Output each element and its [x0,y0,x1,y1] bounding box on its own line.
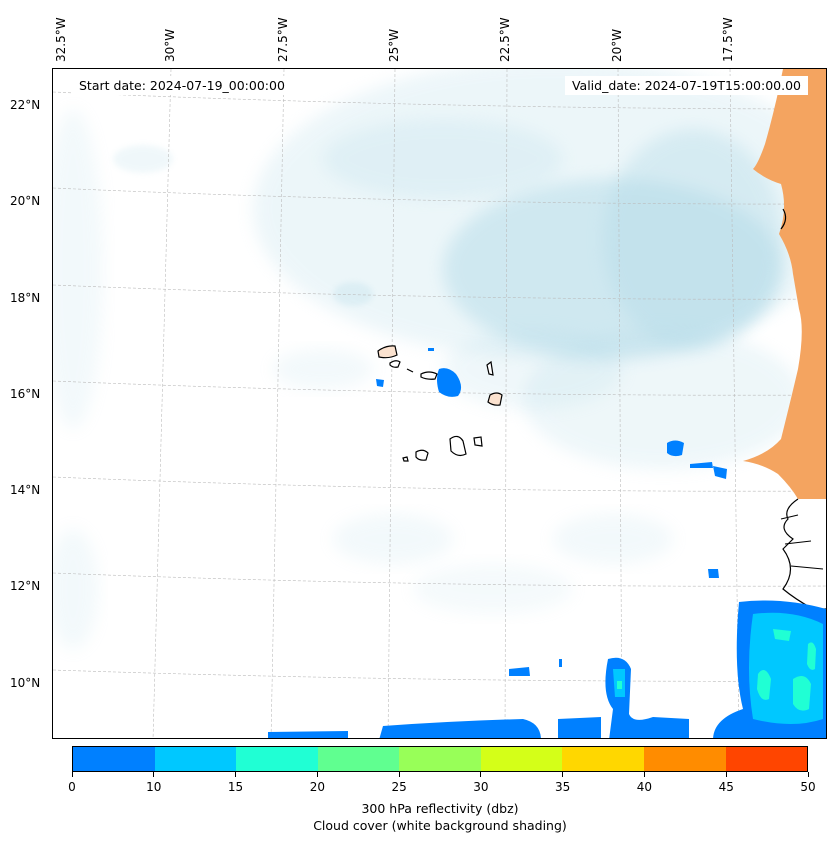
colorbar-title: 300 hPa reflectivity (dbz) [361,801,519,816]
colorbar-segment-2 [236,747,318,771]
lon-label-32.5W: 32.5°W [54,17,68,62]
colorbar-segment-1 [154,747,237,771]
colorbar-tick-mark [807,772,809,777]
map-frame [52,68,827,739]
colorbar-tick-label: 20 [309,780,325,794]
lat-label-16N: 16°N [10,387,41,401]
lat-label-14N: 14°N [10,483,41,497]
colorbar-segment-3 [317,747,400,771]
valid-date-label: Valid_date: 2024-07-19T15:00:00.00 [564,76,808,95]
map-canvas [53,69,826,738]
colorbar-segment-4 [399,747,481,771]
lat-label-20N: 20°N [10,194,41,208]
colorbar-segment-0 [73,747,155,771]
lat-label-10N: 10°N [10,676,41,690]
cloud-cover-shading [53,69,826,649]
lon-label-27.5W: 27.5°W [276,17,290,62]
colorbar-segment-7 [643,747,726,771]
colorbar-tick-mark [398,772,400,777]
lon-label-30W: 30°W [163,28,177,62]
colorbar-tick-label: 40 [636,780,653,794]
reflectivity-colorbar [72,746,808,772]
start-date-label: Start date: 2024-07-19_00:00:00 [72,76,292,95]
colorbar-tick-mark [480,772,482,777]
colorbar-segment-6 [562,747,644,771]
colorbar-tick-mark [71,772,73,777]
lat-label-18N: 18°N [10,291,41,305]
colorbar-tick-label: 30 [473,780,489,794]
colorbar-subtitle: Cloud cover (white background shading) [313,818,567,833]
reflectivity-cells [268,348,826,738]
colorbar-tick-label: 15 [227,780,244,794]
lat-label-22N: 22°N [10,98,41,112]
colorbar-tick-label: 35 [555,780,571,794]
colorbar-tick-label: 0 [68,780,76,794]
lon-label-22.5W: 22.5°W [498,17,512,62]
colorbar-tick-mark [643,772,645,777]
cape-verde-islands [377,345,503,462]
colorbar-tick-label: 45 [718,780,734,794]
graticule [53,69,826,738]
colorbar-tick-mark [235,772,237,777]
colorbar-tick-label: 50 [800,780,816,794]
colorbar-tick-mark [153,772,155,777]
west-africa-land [743,69,826,610]
colorbar-tick-label: 10 [146,780,162,794]
lat-label-12N: 12°N [10,579,41,593]
colorbar-tick-mark [316,772,318,777]
colorbar-tick-mark [562,772,564,777]
lon-label-20W: 20°W [610,28,624,62]
colorbar-segment-5 [480,747,563,771]
colorbar-tick-mark [725,772,727,777]
colorbar-tick-label: 25 [391,780,407,794]
colorbar-segment-8 [725,747,808,771]
lon-label-25W: 25°W [387,28,401,62]
lon-label-17.5W: 17.5°W [721,17,735,62]
